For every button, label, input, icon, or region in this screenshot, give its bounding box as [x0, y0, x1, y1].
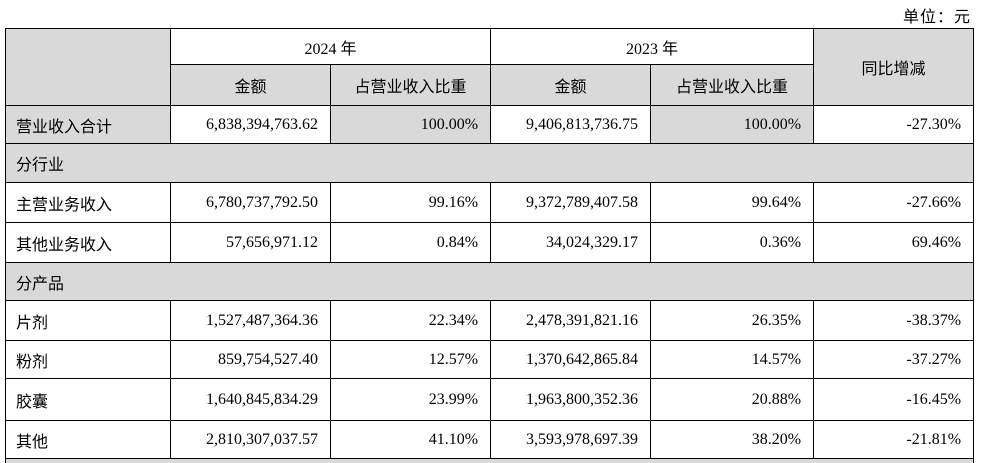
header-ratio-2023: 占营业收入比重 — [650, 64, 815, 106]
row-label-cell: 其他业务收入 — [5, 222, 171, 263]
ratio-2023-cell: 14.57% — [650, 340, 815, 379]
amount-2023-cell: 3,593,978,697.39 — [490, 420, 652, 459]
table-row-main-business-revenue: 主营业务收入 6,780,737,792.50 99.16% 9,372,789… — [5, 182, 975, 223]
ratio-2024-cell: 12.57% — [329, 340, 492, 379]
amount-2024-cell: 1,640,845,834.29 — [170, 378, 331, 421]
amount-2023-cell: 2,478,391,821.16 — [490, 300, 652, 341]
ratio-2024-cell: 99.16% — [329, 182, 492, 223]
yoy-cell: -27.66% — [813, 182, 975, 223]
ratio-2023-cell: 99.64% — [650, 182, 815, 223]
partial-clipped-cell — [4, 458, 975, 463]
yoy-cell: 69.46% — [813, 222, 975, 263]
yoy-cell: -27.30% — [813, 105, 975, 144]
ratio-2024-cell: 23.99% — [329, 378, 492, 421]
amount-2024-cell: 57,656,971.12 — [170, 222, 331, 263]
ratio-2023-cell: 20.88% — [650, 378, 815, 421]
amount-2024-cell: 6,838,394,763.62 — [170, 105, 331, 144]
yoy-cell: -38.37% — [813, 300, 975, 341]
ratio-2024-cell: 0.84% — [329, 222, 492, 263]
table-row-other-business-revenue: 其他业务收入 57,656,971.12 0.84% 34,024,329.17… — [5, 222, 975, 263]
header-ratio-2024: 占营业收入比重 — [329, 64, 492, 106]
section-row-by-product: 分产品 — [4, 262, 975, 301]
ratio-2024-cell: 41.10% — [329, 420, 492, 459]
section-label-cell: 分行业 — [4, 143, 975, 183]
section-label-cell: 分产品 — [4, 262, 975, 301]
ratio-2023-cell: 0.36% — [650, 222, 815, 263]
table-row-revenue-total: 营业收入合计 6,838,394,763.62 100.00% 9,406,81… — [5, 105, 975, 144]
amount-2024-cell: 6,780,737,792.50 — [170, 182, 331, 223]
header-year-2023: 2023 年 — [490, 28, 815, 65]
amount-2023-cell: 1,963,800,352.36 — [490, 378, 652, 421]
header-amount-2024: 金额 — [170, 64, 331, 106]
amount-2024-cell: 859,754,527.40 — [170, 340, 331, 379]
yoy-cell: -21.81% — [813, 420, 975, 459]
table-row-powder: 粉剂 859,754,527.40 12.57% 1,370,642,865.8… — [5, 340, 975, 379]
yoy-cell: -16.45% — [813, 378, 975, 421]
header-yoy-change: 同比增减 — [813, 28, 975, 106]
amount-2023-cell: 34,024,329.17 — [490, 222, 652, 263]
revenue-breakdown-table: 2024 年 2023 年 同比增减 金额 占营业收入比重 金额 占营业收入比重… — [4, 28, 975, 463]
header-amount-2023: 金额 — [490, 64, 652, 106]
ratio-2024-cell: 100.00% — [329, 105, 492, 144]
header-row-years: 2024 年 2023 年 同比增减 — [5, 28, 975, 106]
table-row-others: 其他 2,810,307,037.57 41.10% 3,593,978,697… — [5, 420, 975, 459]
header-blank-cell — [5, 28, 171, 106]
partial-clipped-row — [4, 458, 975, 463]
row-label-cell: 营业收入合计 — [5, 105, 171, 144]
table-row-capsules: 胶囊 1,640,845,834.29 23.99% 1,963,800,352… — [5, 378, 975, 421]
amount-2023-cell: 9,406,813,736.75 — [490, 105, 652, 144]
amount-2023-cell: 1,370,642,865.84 — [490, 340, 652, 379]
ratio-2023-cell: 26.35% — [650, 300, 815, 341]
amount-2024-cell: 1,527,487,364.36 — [170, 300, 331, 341]
amount-2023-cell: 9,372,789,407.58 — [490, 182, 652, 223]
row-label-cell: 其他 — [5, 420, 171, 459]
row-label-cell: 胶囊 — [5, 378, 171, 421]
row-label-cell: 粉剂 — [5, 340, 171, 379]
ratio-2024-cell: 22.34% — [329, 300, 492, 341]
row-label-cell: 片剂 — [5, 300, 171, 341]
ratio-2023-cell: 100.00% — [650, 105, 815, 144]
header-row-measures: 金额 占营业收入比重 金额 占营业收入比重 — [6, 64, 974, 106]
header-year-2024: 2024 年 — [169, 28, 492, 65]
amount-2024-cell: 2,810,307,037.57 — [170, 420, 331, 459]
ratio-2023-cell: 38.20% — [650, 420, 815, 459]
unit-label: 单位：元 — [902, 9, 971, 26]
yoy-cell: -37.27% — [813, 340, 975, 379]
table-row-tablets: 片剂 1,527,487,364.36 22.34% 2,478,391,821… — [5, 300, 975, 341]
row-label-cell: 主营业务收入 — [5, 182, 171, 223]
section-row-by-industry: 分行业 — [4, 143, 975, 183]
